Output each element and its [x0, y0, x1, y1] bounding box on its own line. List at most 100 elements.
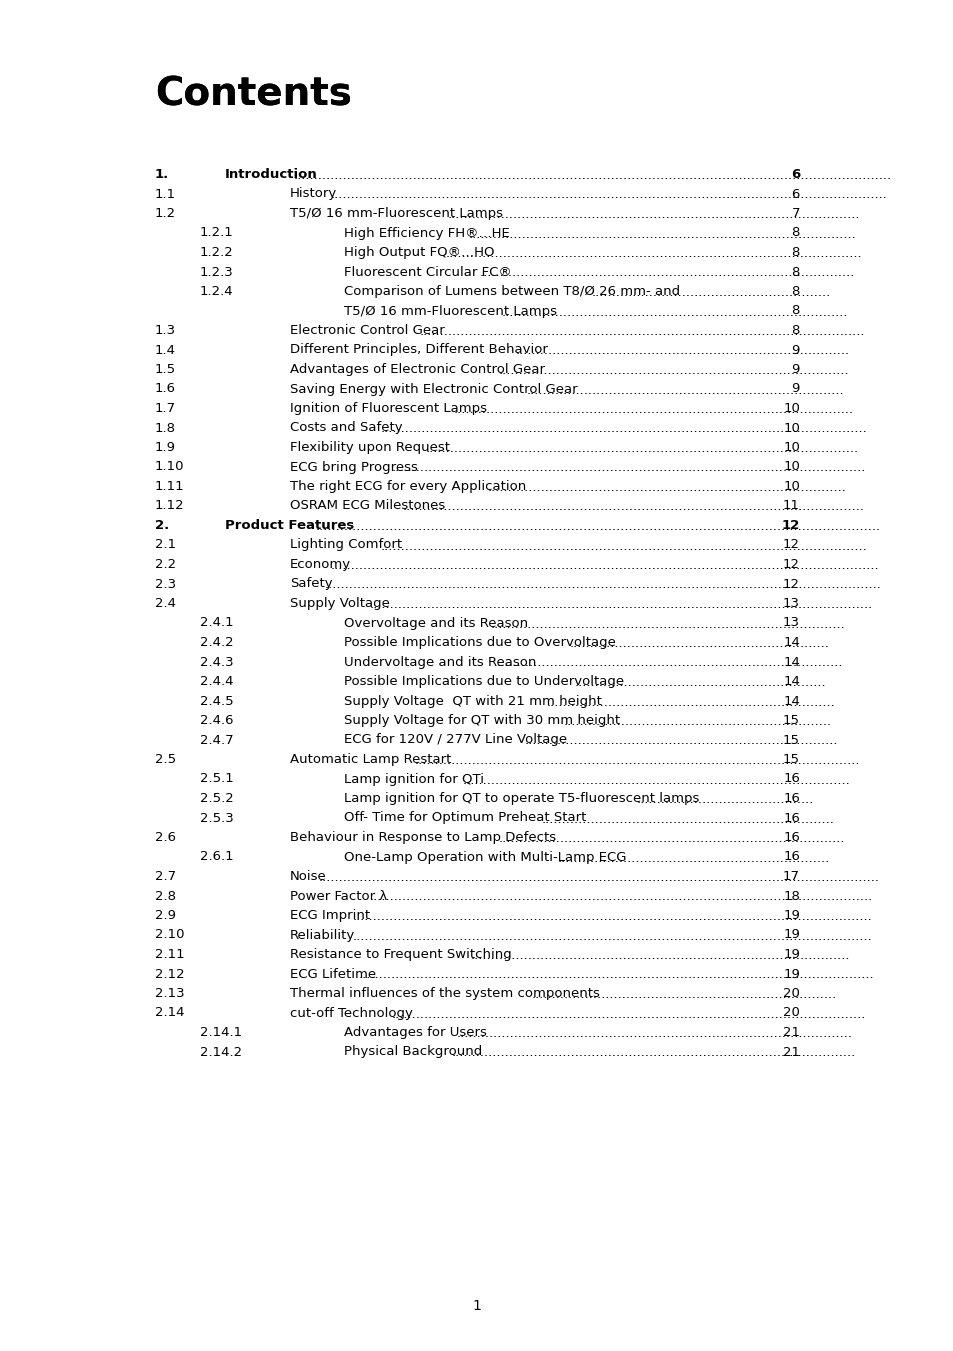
Text: Saving Energy with Electronic Control Gear: Saving Energy with Electronic Control Ge…	[290, 382, 577, 396]
Text: 1.4: 1.4	[154, 343, 175, 357]
Text: 1.2.4: 1.2.4	[200, 285, 233, 299]
Text: 2.4.5: 2.4.5	[200, 694, 233, 708]
Text: 2.10: 2.10	[154, 928, 184, 942]
Text: 7: 7	[791, 207, 800, 220]
Text: 8: 8	[791, 324, 800, 336]
Text: 12: 12	[781, 519, 800, 532]
Text: Behaviour in Response to Lamp Defects: Behaviour in Response to Lamp Defects	[290, 831, 556, 844]
Text: ................................................................................: ........................................…	[369, 890, 872, 904]
Text: Supply Voltage  QT with 21 mm height: Supply Voltage QT with 21 mm height	[344, 694, 601, 708]
Text: Introduction: Introduction	[225, 168, 317, 181]
Text: 2.4: 2.4	[154, 597, 175, 611]
Text: ................................................................................: ........................................…	[490, 617, 844, 631]
Text: Undervoltage and its Reason: Undervoltage and its Reason	[344, 655, 536, 669]
Text: Possible Implications due to Undervoltage: Possible Implications due to Undervoltag…	[344, 676, 623, 688]
Text: Fluorescent Circular FC®: Fluorescent Circular FC®	[344, 266, 511, 278]
Text: ...........................................: ........................................…	[636, 793, 813, 807]
Text: ................................................................................: ........................................…	[470, 948, 849, 962]
Text: 2.14.2: 2.14.2	[200, 1046, 242, 1058]
Text: 1.12: 1.12	[154, 500, 185, 512]
Text: ................................................................................: ........................................…	[392, 462, 865, 474]
Text: 9: 9	[791, 382, 800, 396]
Text: 14: 14	[782, 636, 800, 648]
Text: OSRAM ECG Milestones: OSRAM ECG Milestones	[290, 500, 445, 512]
Text: 1.7: 1.7	[154, 403, 176, 415]
Text: ......................................................................: ........................................…	[546, 696, 835, 708]
Text: 16: 16	[782, 792, 800, 805]
Text: 2.5.2: 2.5.2	[200, 792, 233, 805]
Text: Contents: Contents	[154, 76, 352, 113]
Text: ................................................................................: ........................................…	[451, 1047, 855, 1059]
Text: 2.4.3: 2.4.3	[200, 655, 233, 669]
Text: Electronic Control Gear: Electronic Control Gear	[290, 324, 444, 336]
Text: 1.5: 1.5	[154, 363, 176, 376]
Text: Costs and Safety: Costs and Safety	[290, 422, 402, 435]
Text: 8: 8	[791, 246, 800, 259]
Text: 2.4.6: 2.4.6	[200, 713, 233, 727]
Text: 14: 14	[782, 676, 800, 688]
Text: 2.: 2.	[154, 519, 169, 532]
Text: Lamp ignition for QT to operate T5-fluorescent lamps: Lamp ignition for QT to operate T5-fluor…	[344, 792, 699, 805]
Text: 2.8: 2.8	[154, 889, 175, 902]
Text: ................................................................................: ........................................…	[330, 189, 886, 201]
Text: Thermal influences of the system components: Thermal influences of the system compone…	[290, 988, 599, 1000]
Text: Economy: Economy	[290, 558, 351, 571]
Text: Possible Implications due to Overvoltage: Possible Implications due to Overvoltage	[344, 636, 616, 648]
Text: 2.1: 2.1	[154, 539, 176, 551]
Text: Noise: Noise	[290, 870, 327, 884]
Text: 14: 14	[782, 694, 800, 708]
Text: ..........................................................................: ........................................…	[532, 988, 837, 1001]
Text: 10: 10	[782, 422, 800, 435]
Text: ..........................................................: ........................................…	[591, 286, 830, 299]
Text: Flexibility upon Request: Flexibility upon Request	[290, 440, 450, 454]
Text: Supply Voltage for QT with 30 mm height: Supply Voltage for QT with 30 mm height	[344, 713, 619, 727]
Text: 19: 19	[782, 909, 800, 921]
Text: 17: 17	[782, 870, 800, 884]
Text: ................................................................................: ........................................…	[315, 520, 880, 534]
Text: Product Features: Product Features	[225, 519, 354, 532]
Text: Automatic Lamp Restart: Automatic Lamp Restart	[290, 753, 451, 766]
Text: 10: 10	[782, 461, 800, 473]
Text: ................................................................................: ........................................…	[358, 969, 873, 981]
Text: ................................................................................: ........................................…	[448, 208, 860, 222]
Text: 2.5: 2.5	[154, 753, 176, 766]
Text: ................................................................................: ........................................…	[403, 500, 864, 513]
Text: 1.11: 1.11	[154, 480, 185, 493]
Text: 9: 9	[791, 343, 800, 357]
Text: Safety: Safety	[290, 577, 333, 590]
Text: ................................................................................: ........................................…	[496, 657, 841, 670]
Text: 1.2.2: 1.2.2	[200, 246, 233, 259]
Text: One-Lamp Operation with Multi-Lamp ECG: One-Lamp Operation with Multi-Lamp ECG	[344, 851, 626, 863]
Text: 20: 20	[782, 988, 800, 1000]
Text: High Output FQ®…HO: High Output FQ®…HO	[344, 246, 494, 259]
Text: 1.2.1: 1.2.1	[200, 227, 233, 239]
Text: 2.5.1: 2.5.1	[200, 773, 233, 785]
Text: Advantages of Electronic Control Gear: Advantages of Electronic Control Gear	[290, 363, 544, 376]
Text: .................................................................: ........................................…	[563, 715, 831, 728]
Text: 2.4.4: 2.4.4	[200, 676, 233, 688]
Text: Lamp ignition for QTi: Lamp ignition for QTi	[344, 773, 483, 785]
Text: ECG Imprint: ECG Imprint	[290, 909, 370, 921]
Text: 11: 11	[782, 500, 800, 512]
Text: 1: 1	[472, 1300, 481, 1313]
Text: 1.6: 1.6	[154, 382, 175, 396]
Text: ................................................................................: ........................................…	[419, 326, 864, 338]
Text: T5/Ø 16 mm-Fluorescent Lamps: T5/Ø 16 mm-Fluorescent Lamps	[344, 304, 557, 317]
Text: cut-off Technology: cut-off Technology	[290, 1006, 413, 1020]
Text: .............................................................................: ........................................…	[526, 384, 843, 396]
Text: 2.14.1: 2.14.1	[200, 1025, 242, 1039]
Text: ................................................................................: ........................................…	[392, 1008, 865, 1020]
Text: 13: 13	[782, 616, 800, 630]
Text: Ignition of Fluorescent Lamps: Ignition of Fluorescent Lamps	[290, 403, 486, 415]
Text: 10: 10	[782, 403, 800, 415]
Text: Comparison of Lumens between T8/Ø 26 mm- and: Comparison of Lumens between T8/Ø 26 mm-…	[344, 285, 679, 299]
Text: ................................................................................: ........................................…	[353, 929, 871, 943]
Text: 9: 9	[791, 363, 800, 376]
Text: 20: 20	[782, 1006, 800, 1020]
Text: Overvoltage and its Reason: Overvoltage and its Reason	[344, 616, 528, 630]
Text: ............................................................................: ........................................…	[524, 735, 837, 747]
Text: Contents: Contents	[154, 76, 352, 113]
Text: Reliability: Reliability	[290, 928, 355, 942]
Text: 21: 21	[782, 1046, 800, 1058]
Text: ................................................................................: ........................................…	[330, 559, 878, 571]
